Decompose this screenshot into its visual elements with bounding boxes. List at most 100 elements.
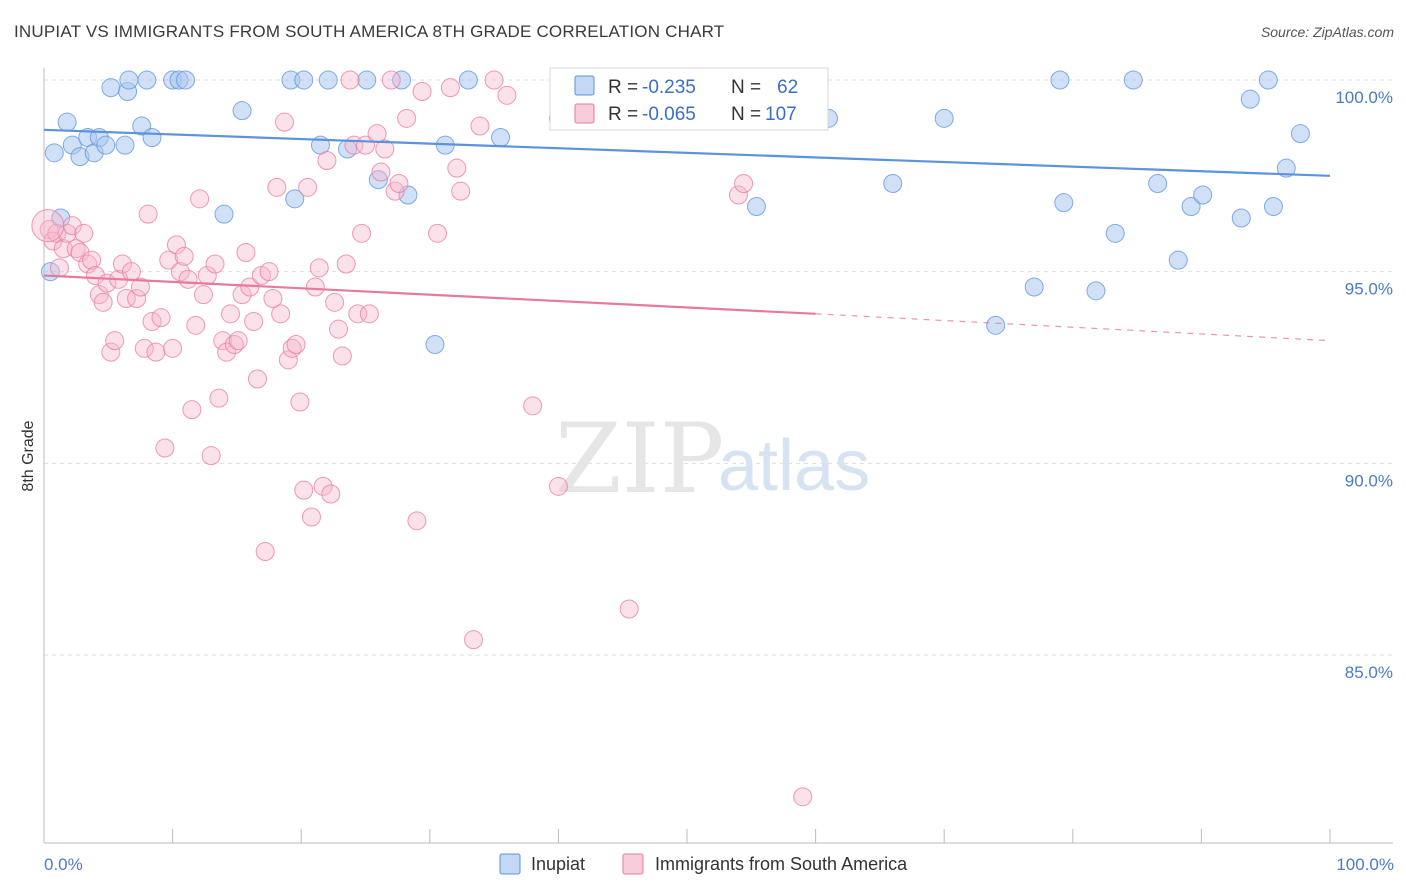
- point-1-35: [178, 269, 198, 289]
- point-0-28: [357, 70, 377, 90]
- point-1-7: [66, 239, 86, 259]
- point-0-19: [175, 70, 195, 90]
- point-0-35: [491, 128, 511, 147]
- point-1-58: [267, 177, 287, 197]
- point-1-39: [193, 285, 213, 305]
- point-0-1: [44, 143, 64, 163]
- point-0-32: [425, 335, 445, 354]
- point-1-94: [447, 158, 467, 178]
- point-1-64: [290, 392, 310, 412]
- legend-r-value-immigrants: -0.065: [642, 104, 696, 125]
- point-1-33: [170, 262, 190, 282]
- point-0-43: [883, 174, 903, 193]
- point-1-84: [371, 162, 391, 182]
- x-tick-label-end: 100.0%: [1336, 855, 1394, 874]
- chart-title: INUPIAT VS IMMIGRANTS FROM SOUTH AMERICA…: [14, 22, 725, 41]
- point-1-85: [375, 139, 395, 159]
- point-1-104: [734, 174, 754, 193]
- point-1-75: [332, 346, 352, 366]
- legend-top-box: [549, 67, 829, 131]
- point-1-30: [159, 250, 179, 270]
- point-1-48: [228, 331, 248, 351]
- point-0-21: [232, 101, 252, 121]
- point-1-79: [348, 304, 368, 324]
- point-0-58: [1258, 70, 1278, 90]
- point-0-34: [458, 70, 478, 90]
- point-0-45: [986, 315, 1006, 335]
- point-1-71: [317, 151, 337, 170]
- point-0-24: [294, 70, 314, 90]
- legend-bottom-label-inupiat: Inupiat: [531, 854, 585, 874]
- point-1-74: [328, 319, 348, 339]
- point-1-32: [166, 235, 186, 255]
- legend-r-label-immigrants: R =: [608, 104, 638, 125]
- point-1-73: [325, 292, 345, 312]
- point-0-20: [214, 204, 234, 224]
- point-1-72: [321, 484, 341, 504]
- point-1-82: [359, 304, 379, 324]
- point-1-101: [548, 476, 568, 496]
- y-tick-labels: 100.0% 95.0% 90.0% 85.0%: [1335, 88, 1393, 682]
- point-0-53: [1168, 250, 1188, 270]
- point-1-63: [286, 335, 306, 354]
- legend-r-value-inupiat: -0.235: [642, 77, 696, 98]
- point-1-43: [209, 388, 229, 408]
- point-1-44: [213, 331, 233, 351]
- point-1-53: [247, 369, 267, 389]
- legend-n-label-immigrants: N =: [731, 104, 761, 125]
- legend-n-value-inupiat: 62: [777, 77, 798, 98]
- point-1-61: [278, 350, 298, 370]
- legend-n-value-immigrants: 107: [765, 104, 797, 125]
- point-1-56: [259, 262, 279, 282]
- point-1-103: [728, 185, 748, 205]
- point-0-47: [1050, 70, 1070, 90]
- point-0-10: [101, 78, 121, 98]
- legend-swatch-inupiat: [574, 75, 595, 96]
- point-0-51: [1123, 70, 1143, 90]
- point-0-40: [746, 197, 766, 216]
- point-1-27: [146, 342, 166, 362]
- legend-bottom-swatch-inupiat: [499, 853, 521, 875]
- point-1-102: [619, 599, 639, 619]
- point-1-91: [412, 82, 432, 101]
- point-1-97: [470, 116, 490, 136]
- point-0-48: [1054, 193, 1074, 213]
- y-tick-label-2: 90.0%: [1345, 471, 1393, 490]
- point-1-89: [397, 108, 417, 128]
- point-1-99: [497, 85, 517, 105]
- point-1-90: [407, 511, 427, 531]
- point-0-55: [1193, 185, 1213, 205]
- point-0-59: [1263, 197, 1283, 216]
- point-0-3: [57, 112, 77, 132]
- point-1-55: [255, 542, 275, 561]
- y-axis-label: 8th Grade: [20, 420, 37, 491]
- point-1-6: [62, 216, 82, 236]
- point-0-29: [368, 170, 388, 190]
- watermark-atlas: atlas: [718, 426, 870, 506]
- point-1-100: [523, 396, 543, 416]
- point-1-3: [49, 258, 69, 278]
- point-1-67: [301, 507, 321, 527]
- point-1-23: [130, 277, 150, 297]
- point-1-8: [70, 243, 90, 262]
- point-1-80: [352, 223, 372, 243]
- point-0-56: [1231, 208, 1251, 228]
- point-1-12: [85, 266, 105, 285]
- point-1-69: [309, 258, 329, 278]
- series-1: [31, 70, 813, 807]
- point-1-14: [93, 292, 113, 312]
- point-1-29: [155, 438, 175, 458]
- point-1-77: [340, 70, 360, 90]
- point-0-57: [1240, 89, 1260, 109]
- point-1-38: [190, 189, 210, 209]
- point-1-46: [220, 304, 240, 324]
- point-1-68: [305, 277, 325, 297]
- point-1-20: [116, 289, 136, 308]
- point-0-52: [1148, 174, 1168, 193]
- point-1-88: [389, 174, 409, 193]
- point-1-98: [484, 70, 504, 90]
- point-1-52: [244, 312, 264, 331]
- point-1-106: [31, 209, 65, 243]
- point-1-93: [440, 78, 460, 98]
